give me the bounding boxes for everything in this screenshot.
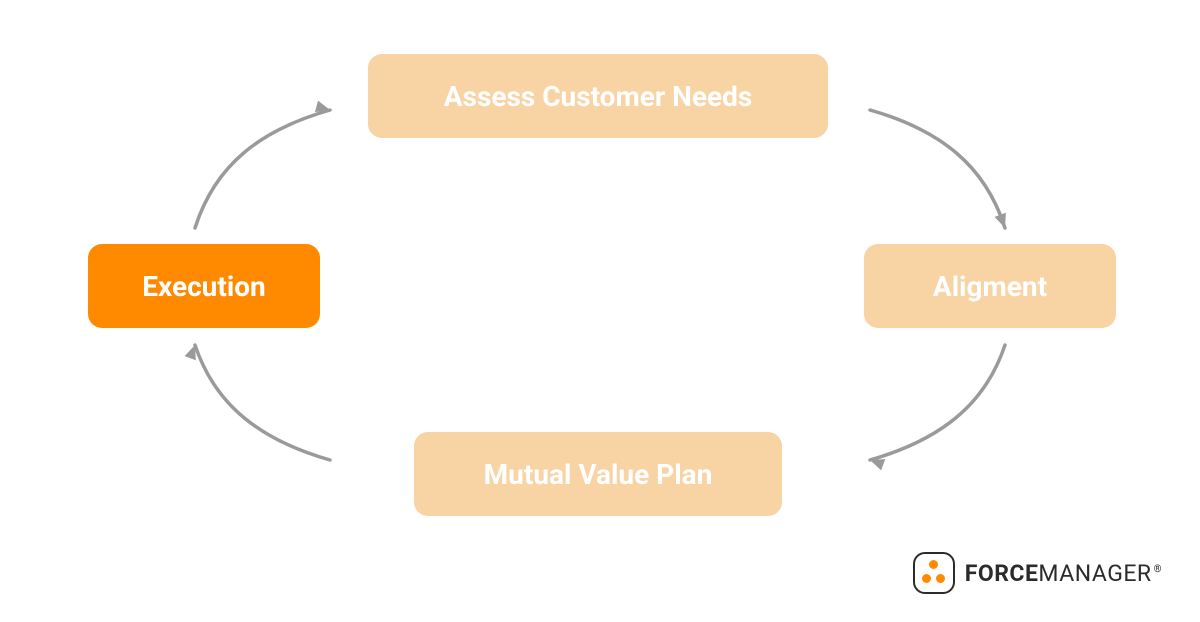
arrow-head-a1 [995, 213, 1011, 230]
arrow-a4 [195, 110, 330, 228]
node-aligment: Aligment [864, 244, 1116, 328]
arrow-a2 [870, 345, 1005, 460]
brand-logo-icon [913, 552, 955, 594]
arrow-a1 [870, 110, 1005, 228]
brand-logo-text: FORCEMANAGER® [965, 560, 1162, 587]
node-mutual: Mutual Value Plan [414, 432, 782, 516]
registered-mark: ® [1154, 564, 1162, 575]
brand-name-bold: FORCE [965, 560, 1039, 587]
brand-logo: FORCEMANAGER® [913, 552, 1162, 594]
arrow-a3 [195, 345, 330, 460]
node-execution: Execution [88, 244, 320, 328]
cycle-diagram: Assess Customer Needs Aligment Mutual Valu… [0, 0, 1200, 622]
node-assess: Assess Customer Needs [368, 54, 828, 138]
brand-name-rest: MANAGER [1038, 560, 1151, 587]
